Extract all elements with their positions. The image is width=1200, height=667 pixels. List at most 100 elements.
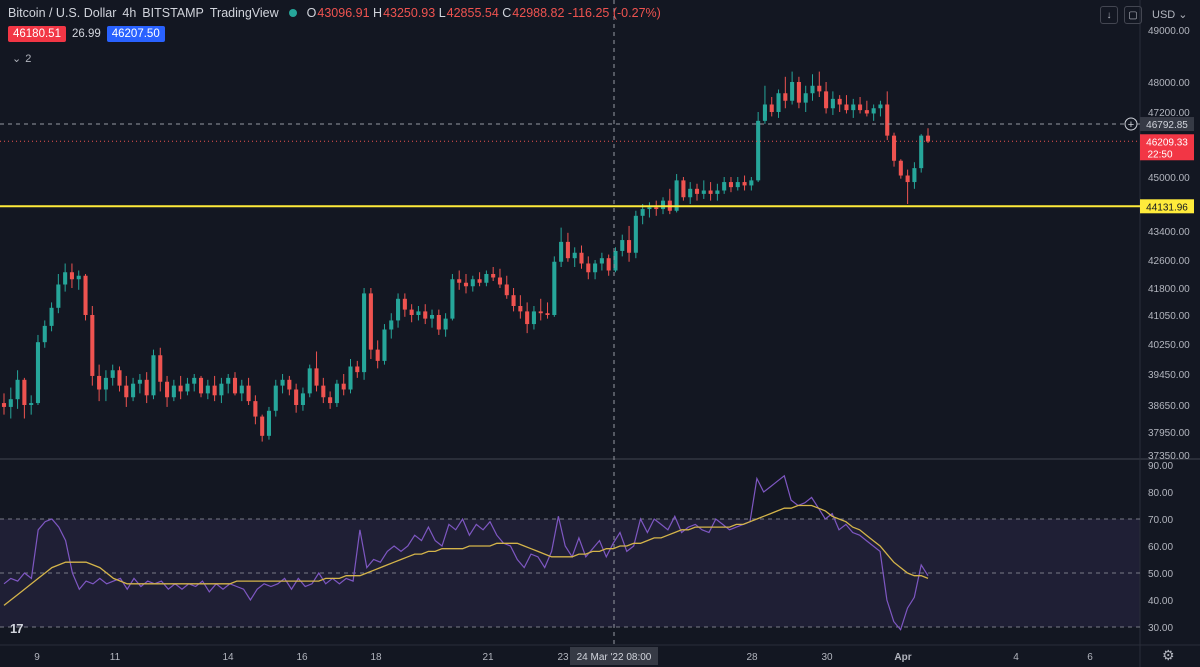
candle-body — [518, 306, 523, 312]
candle-body — [851, 104, 856, 111]
ohlc-values: O43096.91 H43250.93 L42855.54 C42988.82 … — [306, 6, 661, 20]
buy-price-button[interactable]: 46207.50 — [106, 26, 165, 42]
candle-body — [925, 135, 931, 142]
candle-body — [728, 182, 734, 188]
price-tick-label: 37350.00 — [1148, 451, 1190, 462]
candle-body — [266, 410, 272, 436]
candle-body — [769, 104, 774, 112]
candle-body — [409, 309, 414, 315]
candle-body — [491, 274, 496, 278]
candle-body — [185, 383, 190, 392]
candle-body — [124, 385, 129, 398]
candle-body — [35, 342, 41, 404]
candle-body — [701, 190, 706, 194]
candle-body — [891, 135, 897, 161]
low-value: 42855.54 — [446, 6, 499, 20]
maximize-icon[interactable]: ▢ — [1124, 6, 1142, 24]
high-value: 43250.93 — [383, 6, 436, 20]
candle-body — [83, 275, 88, 315]
candle-body — [246, 385, 251, 402]
candle-body — [402, 298, 407, 310]
gear-icon[interactable]: ⚙ — [1162, 647, 1175, 663]
price-tick-label: 42600.00 — [1148, 256, 1190, 267]
crosshair-price-label: 46792.85 — [1146, 120, 1188, 131]
candle-body — [389, 320, 394, 330]
candle-body — [565, 241, 570, 259]
candle-body — [864, 110, 869, 114]
spread-value: 26.99 — [71, 28, 101, 40]
price-tick-label: 48000.00 — [1148, 78, 1190, 89]
candle-body — [586, 263, 591, 273]
candle-body — [715, 190, 720, 194]
candle-body — [205, 385, 210, 394]
time-tick-label: 4 — [1013, 652, 1019, 663]
candle-body — [463, 282, 469, 287]
candle-body — [830, 98, 835, 109]
candle-body — [232, 377, 238, 394]
tradingview-logo-icon[interactable]: 17 — [10, 621, 24, 636]
candle-body — [681, 180, 686, 198]
candle-body — [348, 366, 353, 390]
candle-body — [511, 295, 516, 306]
time-tick-label: 6 — [1087, 652, 1093, 663]
candle-body — [144, 379, 149, 396]
candle-body — [198, 377, 204, 394]
candle-body — [396, 298, 401, 321]
crosshair-time-label: 24 Mar '22 08:00 — [577, 652, 652, 663]
candle-body — [790, 82, 795, 101]
candle-body — [783, 93, 788, 101]
change-value: -116.25 (-0.27%) — [567, 6, 661, 20]
candle-body — [382, 329, 387, 361]
add-alert-icon — [1124, 117, 1138, 131]
time-tick-label: 23 — [557, 652, 569, 663]
candle-body — [151, 355, 156, 396]
price-tick-label: 47200.00 — [1148, 108, 1190, 119]
candle-body — [117, 370, 122, 386]
candle-body — [613, 250, 618, 271]
sell-price-button[interactable]: 46180.51 — [8, 26, 66, 42]
candle-body — [633, 215, 638, 253]
candle-body — [22, 379, 27, 405]
symbol-legend: Bitcoin / U.S. Dollar 4h BITSTAMP Tradin… — [8, 6, 661, 20]
last-price-tag — [1140, 134, 1194, 161]
candle-body — [552, 261, 557, 315]
price-tick-label: 49000.00 — [1148, 26, 1190, 37]
candle-body — [355, 366, 360, 373]
candle-body — [674, 180, 679, 211]
candle-body — [42, 325, 47, 343]
candle-body — [497, 277, 503, 285]
candle-body — [837, 98, 842, 105]
candle-body — [620, 240, 625, 251]
candle-body — [844, 104, 849, 111]
candle-body — [735, 182, 740, 188]
time-tick-label: 21 — [482, 652, 494, 663]
candle-body — [871, 108, 876, 114]
candle-body — [858, 104, 863, 111]
time-tick-label: 18 — [370, 652, 382, 663]
candle-body — [76, 275, 81, 280]
candle-body — [443, 318, 448, 330]
candle-body — [647, 207, 652, 210]
candle-body — [49, 307, 54, 326]
rsi-tick-label: 80.00 — [1148, 488, 1173, 499]
candle-body — [158, 355, 163, 382]
candle-body — [762, 104, 767, 121]
rsi-tick-label: 40.00 — [1148, 596, 1173, 607]
support-price-tag — [1140, 199, 1194, 214]
arrow-down-icon[interactable]: ↓ — [1100, 6, 1118, 24]
candle-body — [103, 377, 108, 390]
candle-body — [69, 272, 74, 280]
indicators-toggle[interactable]: ⌄ 2 — [8, 51, 35, 66]
candle-body — [321, 385, 326, 398]
rsi-tick-label: 50.00 — [1148, 569, 1173, 580]
candle-body — [137, 379, 142, 384]
candle-body — [504, 284, 509, 296]
candle-body — [423, 311, 428, 319]
currency-select[interactable]: USD ⌄ — [1152, 9, 1188, 21]
candle-body — [314, 368, 319, 386]
crosshair-price-tag — [1140, 117, 1194, 132]
price-tick-label: 45000.00 — [1148, 173, 1190, 184]
support-price-label: 44131.96 — [1146, 202, 1188, 213]
candle-body — [470, 279, 475, 287]
